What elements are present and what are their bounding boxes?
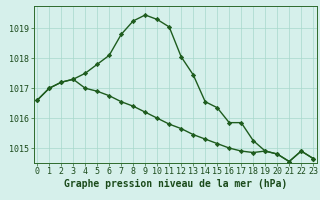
- X-axis label: Graphe pression niveau de la mer (hPa): Graphe pression niveau de la mer (hPa): [64, 179, 287, 189]
